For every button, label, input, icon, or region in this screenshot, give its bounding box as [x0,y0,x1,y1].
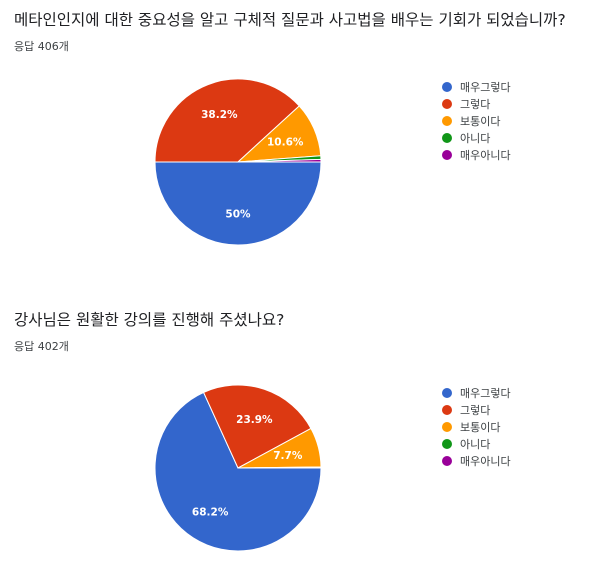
response-count: 응답 406개 [14,40,69,53]
legend-label: 아니다 [460,437,491,451]
legend-swatch [442,438,452,449]
legend-item: 아니다 [442,435,511,452]
response-count: 응답 402개 [14,340,69,353]
data-label-1: 68.2% [192,506,229,518]
pie-chart: 50% 38.2% 10.6% [154,78,322,246]
pie-slice-1 [154,391,322,552]
data-label-2: 38.2% [201,109,238,121]
legend-swatch [442,404,452,415]
legend-item: 매우그렇다 [442,384,511,401]
legend-item: 그렇다 [442,401,511,418]
legend-label: 아니다 [460,131,491,145]
legend-swatch [442,98,452,109]
legend-label: 보통이다 [460,114,501,128]
question-title: 강사님은 원활한 강의를 진행해 주셨나요? [14,311,285,329]
legend-swatch [442,149,452,160]
legend-label: 매우아니다 [460,148,511,162]
legend-swatch [442,421,452,432]
legend-item: 매우아니다 [442,146,511,163]
legend-label: 그렇다 [460,403,491,417]
pie-slice-5 [237,158,322,163]
legend-label: 그렇다 [460,97,491,111]
question-card-1: 메타인인지에 대한 중요성을 알고 구체적 질문과 사고법을 배우는 기회가 되… [14,11,566,246]
legend-item: 그렇다 [442,95,511,112]
legend-swatch [442,81,452,92]
legend-item: 보통이다 [442,112,511,129]
data-label-3: 10.6% [267,137,304,149]
pie-chart: 68.2% 23.9% 7.7% [154,384,322,552]
pie-slice-2 [202,384,312,469]
legend-item: 매우아니다 [442,452,511,469]
pie-slice-2 [154,78,300,163]
legend-label: 매우아니다 [460,454,511,468]
legend-swatch [442,132,452,143]
legend-item: 아니다 [442,129,511,146]
legend-label: 보통이다 [460,420,501,434]
legend-swatch [442,387,452,398]
question-card-2: 강사님은 원활한 강의를 진행해 주셨나요? 응답 402개 68.2% 23.9… [0,300,599,564]
legend-label: 매우그렇다 [460,386,511,400]
legend-item: 매우그렇다 [442,78,511,95]
legend-label: 매우그렇다 [460,80,511,94]
pie-slice-1 [154,161,322,246]
data-label-3: 7.7% [273,450,303,462]
question-title: 메타인인지에 대한 중요성을 알고 구체적 질문과 사고법을 배우는 기회가 되… [14,11,566,29]
legend-swatch [442,455,452,466]
pie-slice-5 [237,466,322,469]
legend-swatch [442,115,452,126]
legend-item: 보통이다 [442,418,511,435]
data-label-2: 23.9% [236,414,273,426]
data-label-1: 50% [225,208,251,220]
